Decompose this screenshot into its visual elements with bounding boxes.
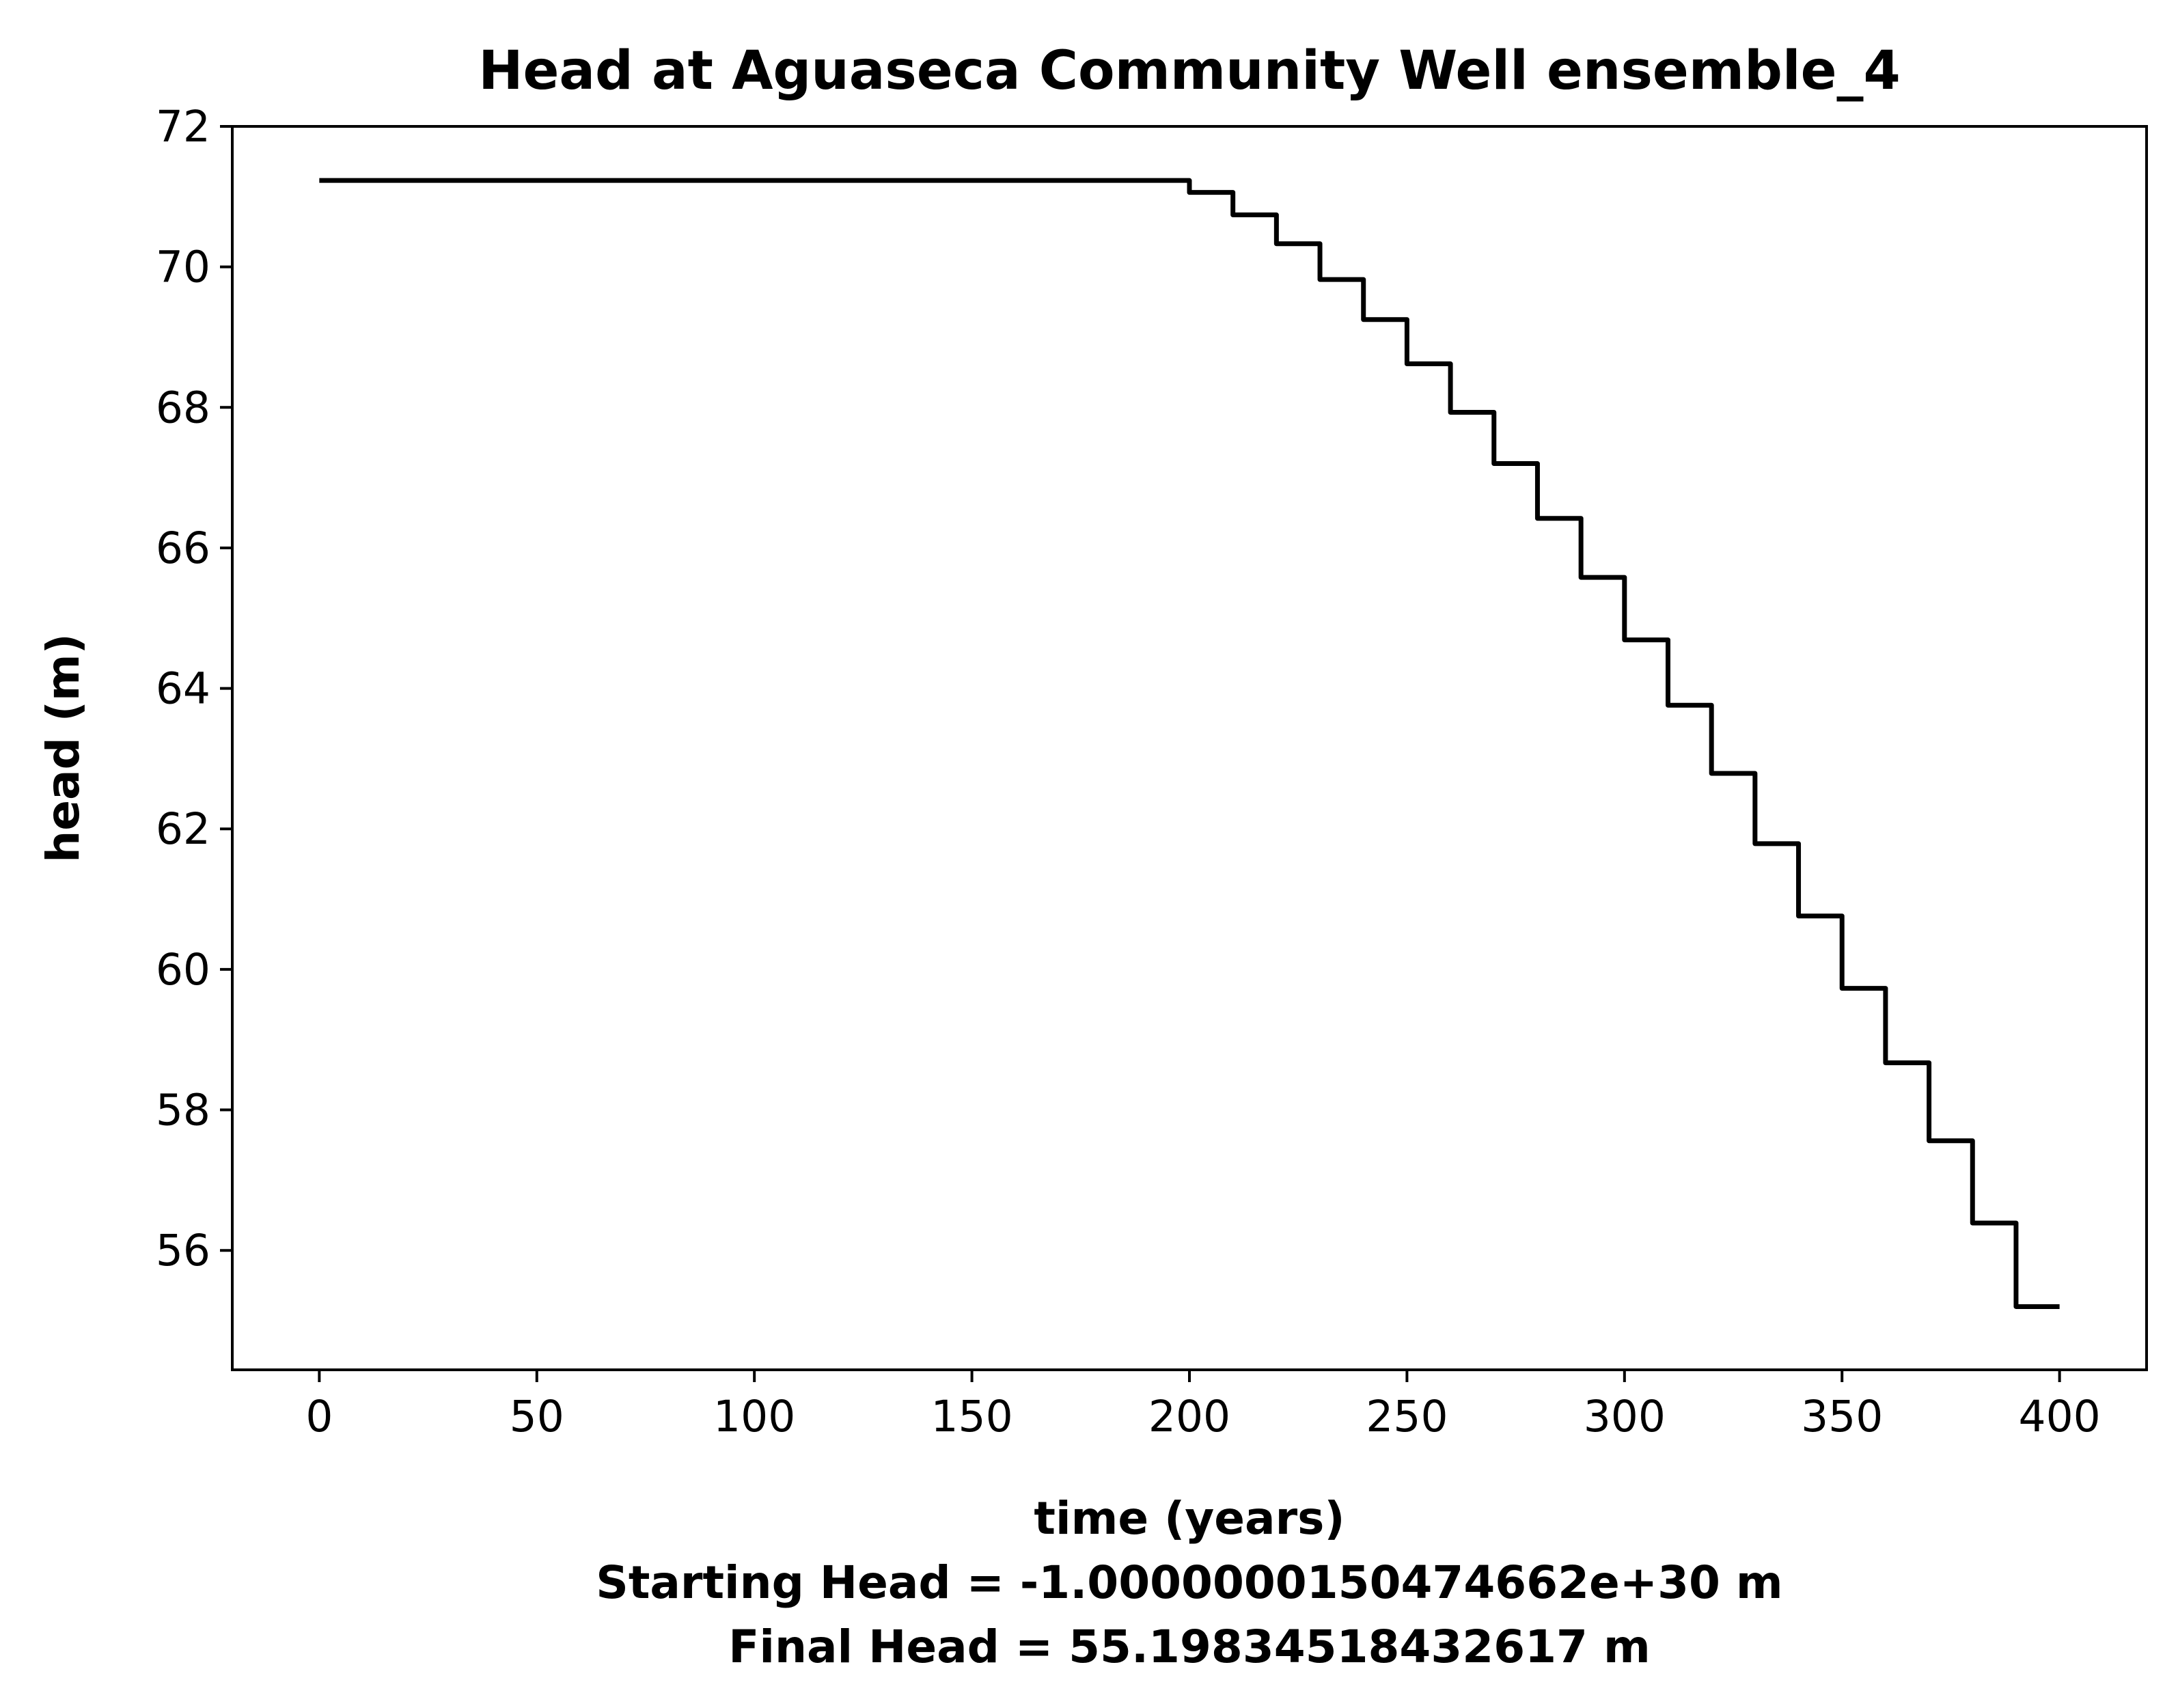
final-head-label: Final Head = 55.19834518432617 m [728,1621,1650,1673]
y-axis-label: head (m) [37,633,89,863]
starting-head-label: Starting Head = -1.0000000150474662e+30 … [596,1556,1782,1609]
y-tick-label: 72 [156,102,210,152]
x-axis-title: time (years) [1034,1492,1345,1545]
head-series-line [319,178,2060,1309]
y-axis-ticks: 56 58 60 62 64 66 68 70 72 [156,102,232,1276]
y-tick-label: 56 [156,1226,210,1276]
x-tick-label: 200 [1148,1392,1230,1442]
y-tick-label: 60 [156,945,210,995]
y-tick-label: 66 [156,523,210,573]
chart-title: Head at Aguaseca Community Well ensemble… [478,40,1901,102]
x-tick-label: 50 [510,1392,564,1442]
x-tick-label: 250 [1366,1392,1448,1442]
plot-frame [231,125,2148,1371]
y-tick-label: 64 [156,664,210,714]
x-axis-label: time (years) Starting Head = -1.000000015… [596,1492,1782,1673]
x-tick-label: 400 [2019,1392,2101,1442]
y-tick-label: 70 [156,243,210,292]
x-axis-ticks: 0 50 100 150 200 250 300 350 400 [305,1370,2101,1442]
y-tick-label: 68 [156,383,210,432]
x-tick-label: 150 [931,1392,1012,1442]
y-tick-label: 58 [156,1086,210,1135]
y-tick-label: 62 [156,804,210,854]
x-tick-label: 0 [305,1392,333,1442]
x-tick-label: 300 [1584,1392,1666,1442]
x-tick-label: 350 [1801,1392,1883,1442]
x-tick-label: 100 [713,1392,795,1442]
